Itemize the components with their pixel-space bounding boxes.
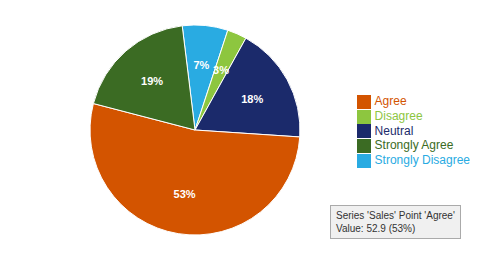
html-text:Strongly Agree: Strongly Agree [374, 138, 454, 153]
svg-text:7%: 7% [193, 59, 209, 71]
html-text:Series 'Sales' Point 'Agree' V: Series 'Sales' Point 'Agree' Value: 52.9… [336, 210, 455, 234]
svg-text:3%: 3% [213, 64, 229, 76]
html-text:Strongly Disagree: Strongly Disagree [374, 153, 470, 168]
html-text:Agree: Agree [374, 93, 407, 108]
svg-text:19%: 19% [141, 75, 163, 87]
html-text:Disagree: Disagree [374, 108, 423, 123]
svg-text:18%: 18% [241, 93, 263, 105]
svg-text:53%: 53% [174, 188, 196, 200]
html-text:Neutral: Neutral [374, 123, 414, 138]
